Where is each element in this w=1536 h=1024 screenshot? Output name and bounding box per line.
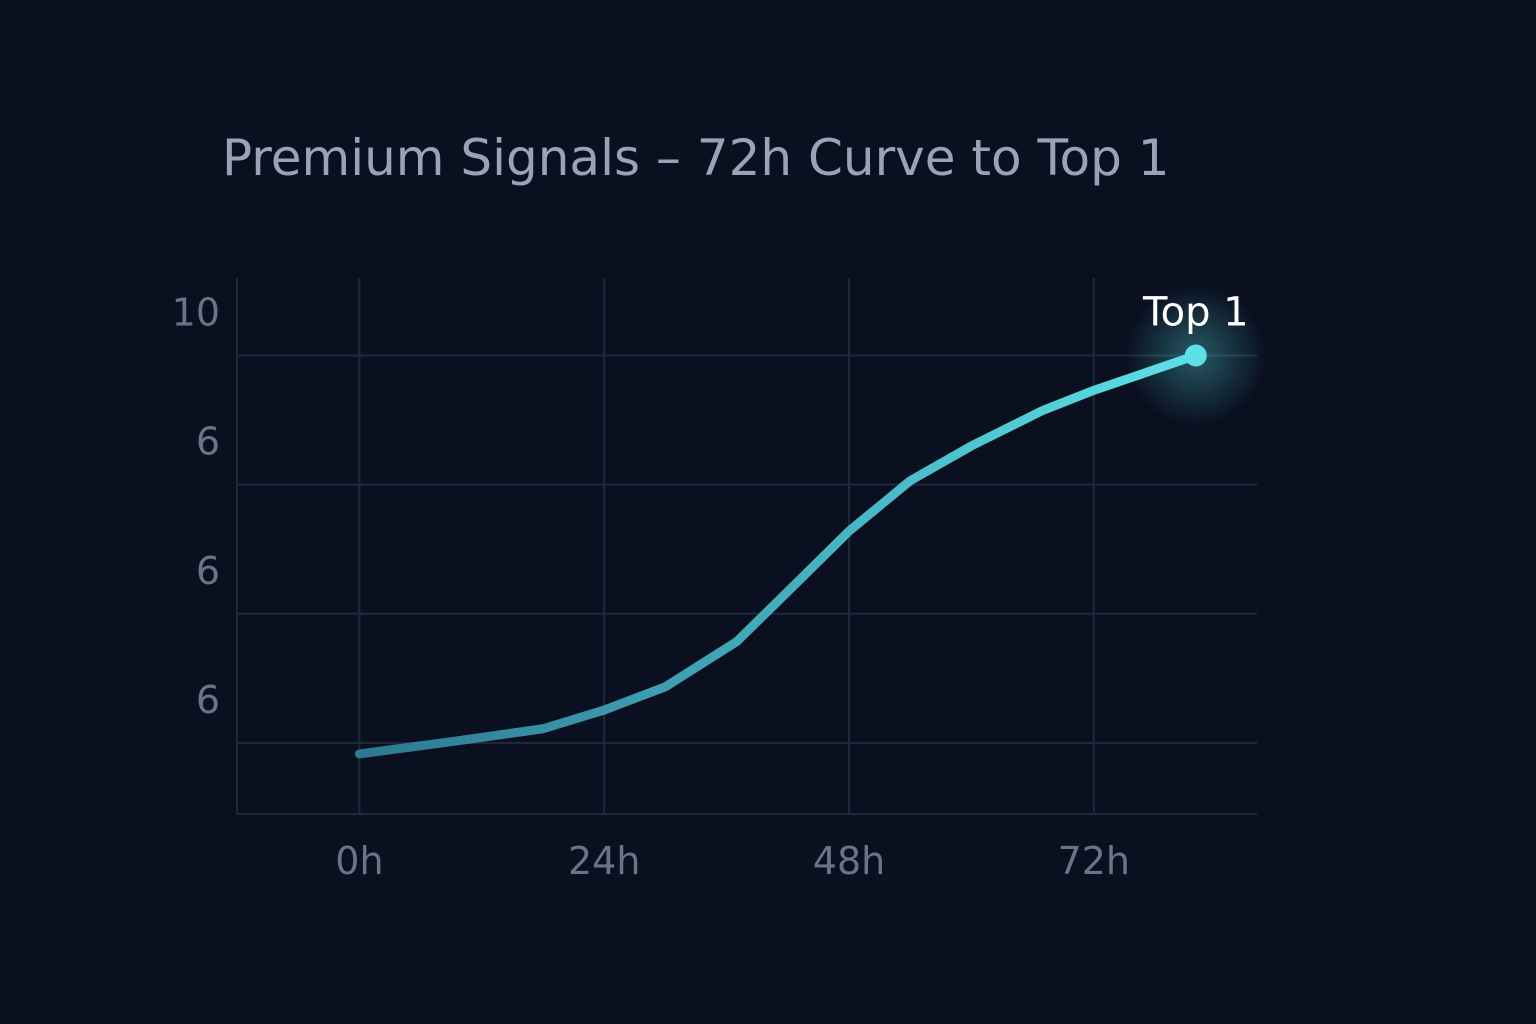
x-tick-label: 72h xyxy=(1058,839,1130,883)
x-tick-label: 0h xyxy=(335,839,383,883)
end-point xyxy=(1184,344,1207,367)
x-tick-label: 48h xyxy=(813,839,885,883)
line xyxy=(354,350,1201,759)
y-tick-label: 6 xyxy=(196,420,220,464)
y-tick-label: 6 xyxy=(196,549,220,593)
y-tick-label: 10 xyxy=(172,290,220,334)
x-tick-label: 24h xyxy=(568,839,640,883)
y-tick-label: 6 xyxy=(196,678,220,722)
annotation: Top 1 xyxy=(1142,289,1249,335)
chart-title: Premium Signals – 72h Curve to Top 1 xyxy=(222,129,1170,187)
